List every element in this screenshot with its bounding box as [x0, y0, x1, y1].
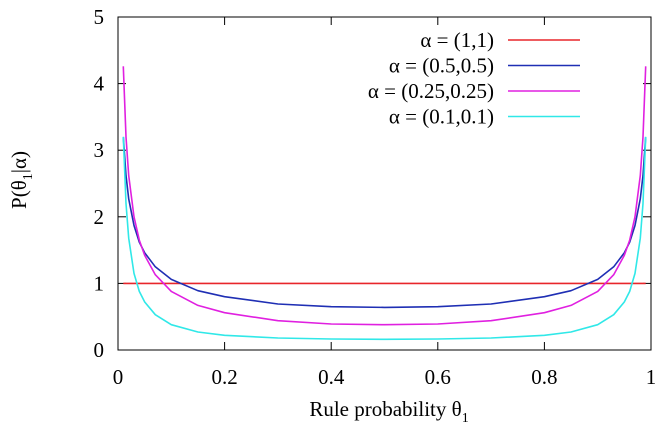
x-axis-label: Rule probability θ1: [309, 397, 468, 422]
legend-label-3: α = (0.25,0.25): [368, 79, 494, 103]
x-tick-label: 0.8: [531, 365, 557, 389]
x-tick-label: 0.4: [318, 365, 345, 389]
y-tick-label: 1: [94, 271, 105, 295]
y-axis-label: P(θ1|α): [7, 151, 36, 209]
y-tick-label: 3: [94, 138, 105, 162]
x-tick-label: 0.2: [211, 365, 237, 389]
y-tick-label: 0: [94, 338, 105, 362]
x-axis-ticks: 0 0.2 0.4 0.6 0.8 1: [113, 17, 657, 389]
x-tick-label: 0: [113, 365, 124, 389]
series-lines: [122, 66, 647, 341]
series-line-2: [122, 136, 647, 309]
y-tick-label: 5: [94, 5, 105, 29]
legend-label-2: α = (0.5,0.5): [389, 54, 494, 78]
legend-label-4: α = (0.1,0.1): [389, 105, 494, 129]
legend-label-1: α = (1,1): [420, 28, 494, 52]
plot-border: [117, 16, 652, 351]
y-axis-ticks: 0 1 2 3 4 5: [94, 5, 651, 362]
series-line-4: [122, 136, 647, 341]
series-line-3: [122, 66, 647, 326]
legend: α = (1,1)α = (0.5,0.5)α = (0.25,0.25)α =…: [368, 28, 580, 129]
x-tick-label: 0.6: [425, 365, 451, 389]
y-tick-label: 4: [94, 72, 105, 96]
x-tick-label: 1: [646, 365, 657, 389]
y-tick-label: 2: [94, 205, 105, 229]
plot-frame: [117, 16, 652, 351]
